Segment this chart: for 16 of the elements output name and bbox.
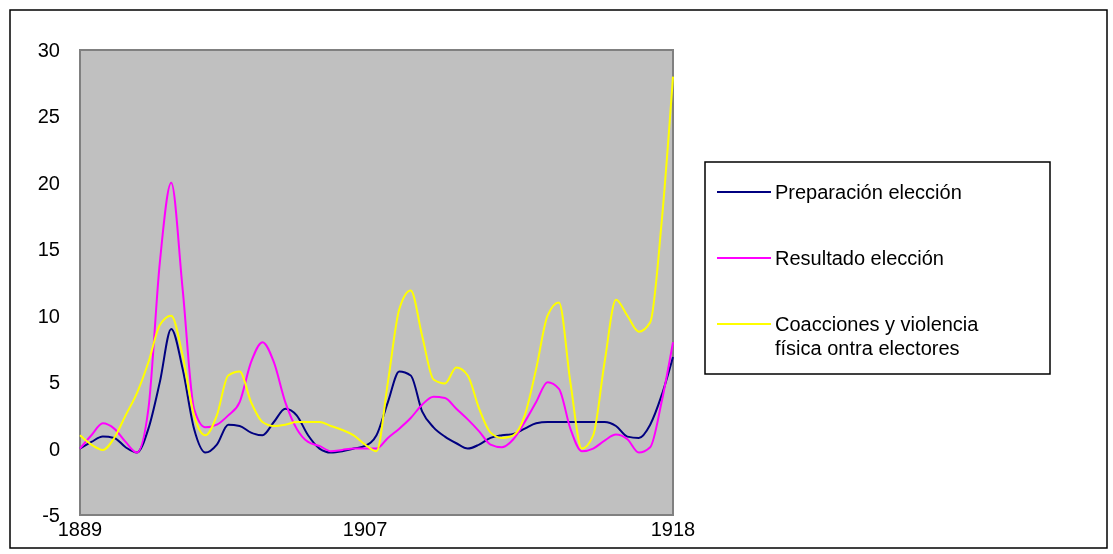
x-tick-label: 1907 bbox=[342, 518, 388, 540]
y-tick-label: 5 bbox=[48, 371, 60, 394]
y-tick-label: -5 bbox=[42, 504, 60, 526]
y-tick-label: 25 bbox=[37, 105, 60, 128]
legend-label: Resultado elección bbox=[775, 247, 944, 269]
line-series bbox=[79, 328, 674, 454]
y-tick-label: 30 bbox=[37, 39, 60, 61]
y-tick-label: 0 bbox=[48, 437, 60, 460]
y-tick-label: 10 bbox=[37, 304, 60, 327]
legend-label: Coacciones y violencia física ontra electores bbox=[775, 313, 980, 359]
x-tick-label: 1918 bbox=[650, 518, 696, 540]
line-series bbox=[79, 181, 674, 454]
y-tick-label: 15 bbox=[37, 238, 60, 261]
line-series bbox=[79, 75, 674, 453]
y-tick-label: 20 bbox=[37, 171, 60, 194]
legend-label: Preparación elección bbox=[775, 181, 962, 203]
